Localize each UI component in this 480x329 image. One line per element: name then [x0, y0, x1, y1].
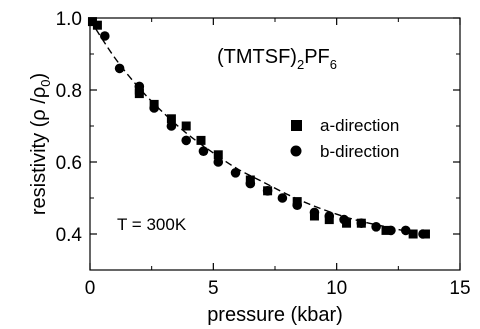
y-axis-title-prefix: resistivity (	[28, 120, 50, 215]
a-direction-point	[196, 135, 206, 145]
y-axis-title-rho0: ρ	[28, 87, 50, 98]
a-direction-point	[408, 229, 418, 239]
tick-labels: 0 5 10 15 0.4 0.6 0.8 1.0	[56, 9, 471, 299]
b-direction-point	[198, 146, 209, 156]
a-direction-point	[213, 150, 223, 160]
b-direction-point	[386, 225, 396, 236]
legend-marker-square	[291, 120, 302, 131]
b-direction-point	[245, 178, 256, 189]
y-axis-title-rho: ρ	[28, 109, 50, 120]
b-direction-point	[339, 214, 349, 225]
b-direction-point	[134, 81, 145, 92]
b-direction-point	[418, 229, 428, 239]
compound-label-main: (TMTSF)	[217, 46, 297, 68]
b-direction-point	[324, 211, 335, 221]
b-direction-point	[262, 186, 273, 196]
b-direction-point	[292, 200, 303, 210]
b-direction-point	[149, 103, 159, 113]
b-direction-point	[114, 63, 125, 74]
legend-label-b: b-direction	[320, 142, 399, 161]
y-tick-label: 0.6	[56, 153, 82, 174]
temperature-label: T = 300K	[117, 215, 187, 234]
b-direction-point	[230, 168, 241, 178]
a-direction-point	[87, 17, 97, 27]
b-direction-point	[100, 31, 110, 41]
a-direction-point	[381, 225, 391, 235]
x-tick-label: 0	[85, 278, 96, 299]
legend: a-direction b-direction	[290, 116, 399, 161]
a-direction-point	[166, 114, 176, 124]
y-axis-title-suffix: )	[28, 73, 50, 80]
b-direction-point	[356, 218, 367, 228]
a-direction-point	[92, 20, 102, 30]
x-tick-label: 5	[208, 278, 219, 299]
data-points	[87, 17, 430, 239]
legend-marker-circle	[290, 145, 302, 157]
b-direction-point	[181, 135, 191, 146]
y-axis-title-slash: /	[28, 98, 50, 110]
compound-label-sub6: 6	[330, 57, 337, 72]
b-direction-point	[213, 157, 224, 167]
y-tick-label: 0.8	[56, 81, 82, 102]
y-axis-title-sub0: 0	[38, 80, 53, 87]
y-tick-label: 0.4	[56, 225, 83, 246]
a-direction-point	[134, 89, 144, 99]
y-tick-label: 1.0	[56, 9, 82, 30]
b-direction-point	[277, 193, 288, 203]
y-axis-title: resistivity (ρ /ρ0)	[28, 73, 53, 215]
b-direction-point	[371, 222, 381, 232]
compound-label: (TMTSF)2PF6	[217, 46, 337, 72]
b-direction-point	[166, 121, 177, 131]
compound-label-sub2: 2	[297, 57, 304, 72]
compound-label-pf: PF	[304, 46, 330, 68]
x-axis-title: pressure (kbar)	[207, 304, 343, 326]
b-direction-point	[309, 207, 320, 218]
x-tick-label: 15	[449, 278, 470, 299]
legend-label-a: a-direction	[320, 116, 399, 135]
a-direction-point	[181, 121, 191, 131]
b-direction-point	[400, 225, 411, 236]
x-tick-label: 10	[326, 278, 347, 299]
